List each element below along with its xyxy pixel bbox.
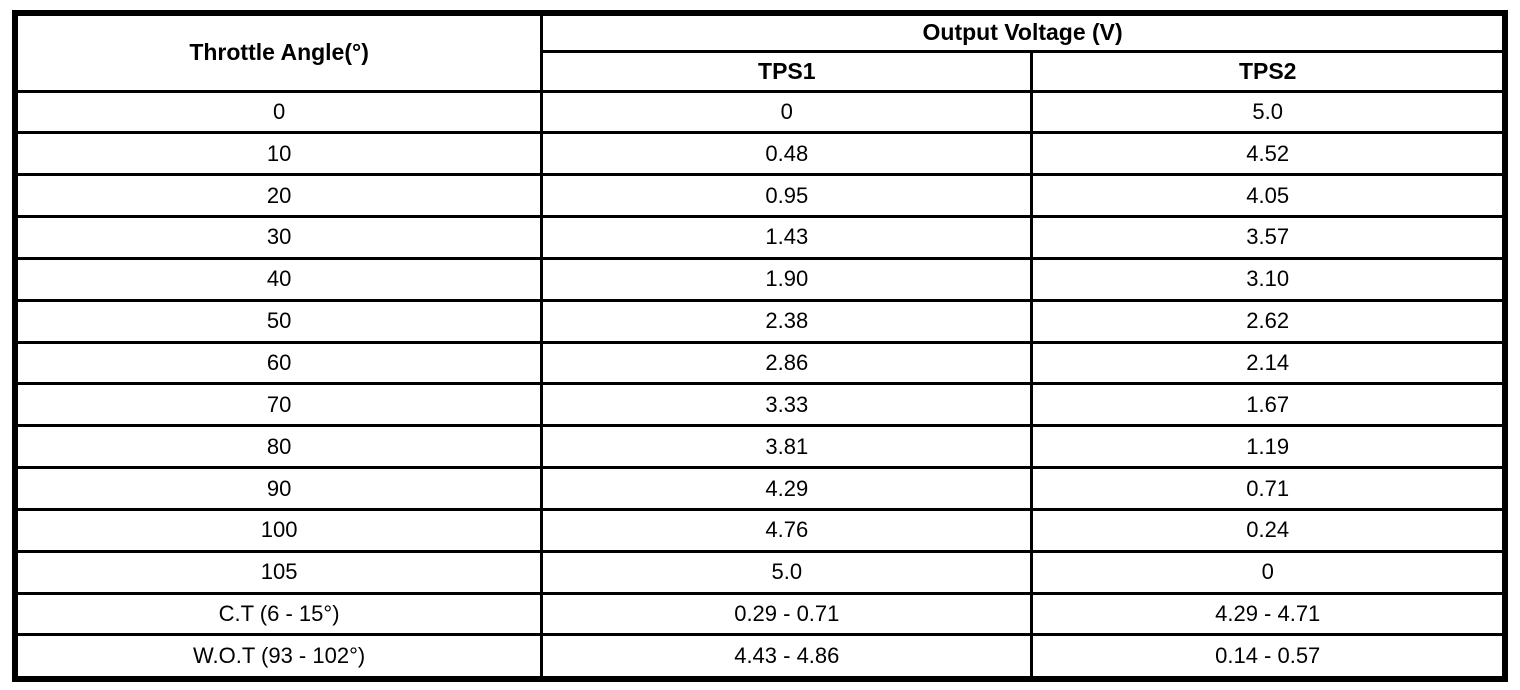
throttle-angle-cell: 40 (13, 256, 544, 302)
table-row: 80 3.81 1.19 (13, 424, 1507, 470)
table-row: 20 0.95 4.05 (13, 173, 1507, 219)
table-row: 10 0.48 4.52 (13, 131, 1507, 177)
throttle-angle-cell: 0 (13, 89, 544, 135)
tps1-voltage-cell: 3.81 (540, 424, 1034, 470)
column-header-tps1: TPS1 (540, 49, 1034, 93)
tps1-voltage-cell: 0.29 - 0.71 (540, 591, 1034, 637)
tps-output-voltage-table: Throttle Angle(°) Output Voltage (V) TPS… (12, 10, 1508, 682)
tps2-voltage-cell: 4.05 (1030, 173, 1507, 219)
tps1-voltage-cell: 4.76 (540, 507, 1034, 553)
tps2-voltage-cell: 5.0 (1030, 89, 1507, 135)
tps2-voltage-cell: 0 (1030, 549, 1507, 595)
tps2-voltage-cell: 4.29 - 4.71 (1030, 591, 1507, 637)
throttle-angle-cell: 10 (13, 131, 544, 177)
table-row: 50 2.38 2.62 (13, 298, 1507, 344)
throttle-angle-cell: C.T (6 - 15°) (13, 591, 544, 637)
tps1-voltage-cell: 2.86 (540, 340, 1034, 386)
tps2-voltage-cell: 2.14 (1030, 340, 1507, 386)
table-row: 60 2.86 2.14 (13, 340, 1507, 386)
tps1-voltage-cell: 1.43 (540, 215, 1034, 260)
tps1-voltage-cell: 0.48 (540, 131, 1034, 177)
column-header-tps2: TPS2 (1030, 49, 1507, 93)
tps2-voltage-cell: 3.57 (1030, 215, 1507, 260)
tps1-voltage-cell: 5.0 (540, 549, 1034, 595)
header-row-sub: TPS1 TPS2 (15, 49, 1507, 93)
tps2-voltage-cell: 0.24 (1030, 507, 1507, 553)
tps-specification-table-container: Throttle Angle(°) Output Voltage (V) TPS… (12, 10, 1508, 682)
column-header-throttle-angle: Throttle Angle(°) (13, 11, 544, 93)
tps1-voltage-cell: 0 (540, 89, 1034, 135)
tps2-voltage-cell: 3.10 (1030, 256, 1507, 302)
throttle-angle-cell: 80 (13, 424, 544, 470)
tps2-voltage-cell: 2.62 (1030, 298, 1507, 344)
table-row: 70 3.33 1.67 (13, 382, 1507, 428)
throttle-angle-cell: W.O.T (93 - 102°) (13, 633, 544, 681)
table-row: 105 5.0 0 (13, 549, 1507, 595)
tps2-voltage-cell: 0.14 - 0.57 (1030, 633, 1507, 681)
tps1-voltage-cell: 1.90 (540, 256, 1034, 302)
table-row: 40 1.90 3.10 (13, 256, 1507, 302)
tps2-voltage-cell: 1.19 (1030, 424, 1507, 470)
table-row: 0 0 5.0 (13, 89, 1507, 135)
table-row: W.O.T (93 - 102°) 4.43 - 4.86 0.14 - 0.5… (13, 633, 1507, 681)
throttle-angle-cell: 105 (13, 549, 544, 595)
table-row: 100 4.76 0.24 (13, 507, 1507, 553)
header-row-group: Throttle Angle(°) Output Voltage (V) (13, 11, 1507, 93)
tps1-voltage-cell: 4.29 (540, 466, 1034, 511)
throttle-angle-cell: 60 (13, 340, 544, 386)
tps2-voltage-cell: 0.71 (1030, 466, 1507, 511)
tps2-voltage-cell: 4.52 (1030, 131, 1507, 177)
throttle-angle-cell: 100 (13, 507, 544, 553)
tps1-voltage-cell: 3.33 (540, 382, 1034, 428)
throttle-angle-cell: 70 (13, 382, 544, 428)
tps1-voltage-cell: 4.43 - 4.86 (540, 633, 1034, 681)
table-row: 30 1.43 3.57 (13, 215, 1507, 260)
tps2-voltage-cell: 1.67 (1030, 382, 1507, 428)
tps1-voltage-cell: 0.95 (540, 173, 1034, 219)
table-row: C.T (6 - 15°) 0.29 - 0.71 4.29 - 4.71 (13, 591, 1507, 637)
column-header-output-voltage: Output Voltage (V) (540, 11, 1507, 53)
throttle-angle-cell: 20 (13, 173, 544, 219)
table-row: 90 4.29 0.71 (13, 466, 1507, 511)
throttle-angle-cell: 30 (13, 215, 544, 260)
tps1-voltage-cell: 2.38 (540, 298, 1034, 344)
throttle-angle-cell: 90 (13, 466, 544, 511)
throttle-angle-cell: 50 (13, 298, 544, 344)
